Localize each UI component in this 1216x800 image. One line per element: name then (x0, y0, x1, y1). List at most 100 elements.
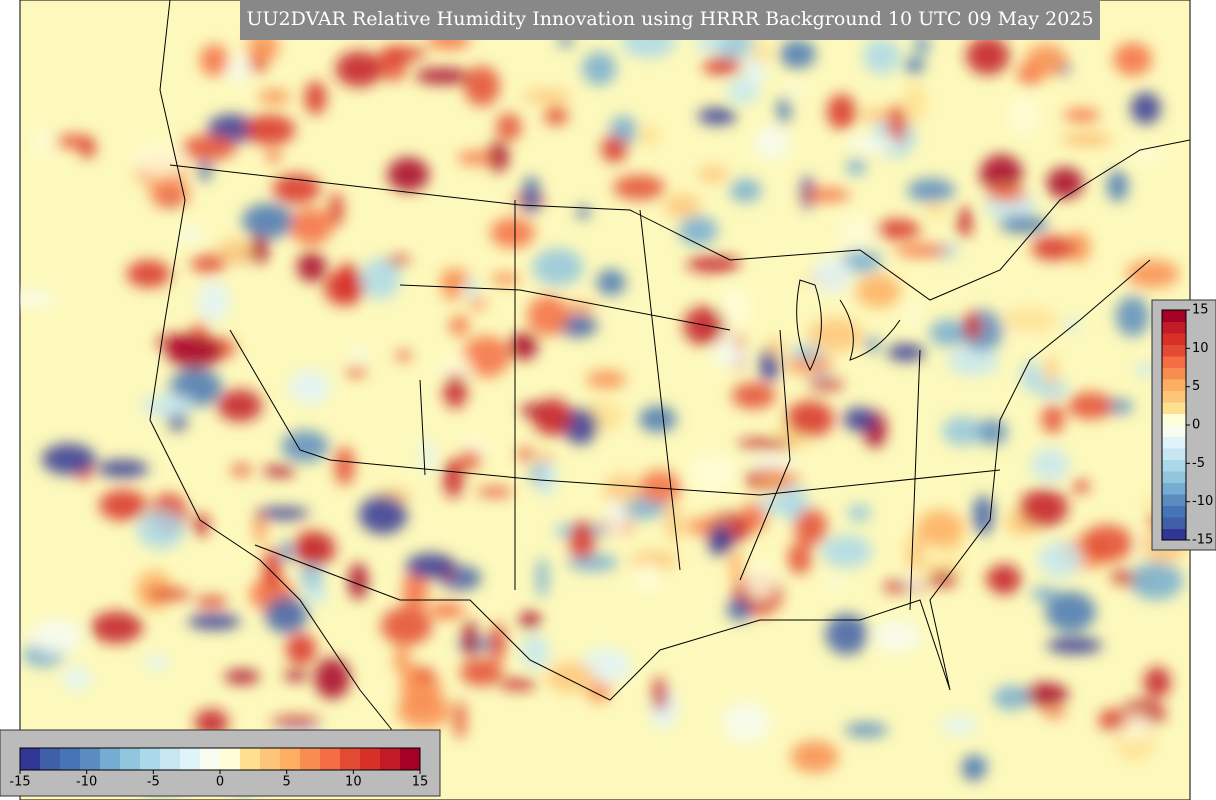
field-blob (1113, 42, 1152, 76)
field-blob (843, 407, 876, 432)
field-blob (522, 175, 540, 215)
field-blob (1067, 392, 1114, 420)
field-blob (777, 96, 791, 125)
field-blob (428, 602, 465, 619)
field-blob (405, 553, 456, 580)
field-blob (663, 193, 701, 218)
field-blob (745, 456, 802, 469)
field-blob (1031, 235, 1075, 261)
colorbar-segment (380, 748, 401, 770)
field-blob (150, 179, 190, 209)
field-blob (192, 513, 210, 536)
field-blob (993, 685, 1030, 711)
field-blob (486, 141, 509, 172)
field-blob (638, 405, 677, 433)
field-blob (180, 135, 236, 161)
field-blob (96, 459, 149, 478)
field-blob (142, 393, 194, 418)
field-blob (702, 56, 743, 75)
tick-label: 10 (345, 775, 362, 790)
great-lakes (796, 279, 901, 372)
field-blob (219, 238, 252, 261)
field-blob (808, 378, 844, 391)
field-blob (195, 596, 228, 608)
tick-label: -15 (9, 775, 30, 790)
field-blob (790, 740, 839, 773)
field-blob (1065, 231, 1091, 263)
field-blob (251, 234, 269, 264)
field-blob (256, 507, 310, 520)
field-blob (532, 398, 573, 436)
colorbar-segment (1162, 310, 1186, 322)
tick-label: 0 (1192, 418, 1200, 433)
colorbar-segment (320, 748, 341, 770)
field-blob (883, 580, 927, 593)
colorbars: -15 -10 -5 0 5 10 15 -15 -10 -5 0 5 10 15 (9, 303, 1213, 790)
field-blob (456, 450, 482, 470)
field-blob (686, 255, 741, 273)
field-blob (262, 465, 296, 477)
field-blob (536, 557, 549, 599)
field-blob (601, 135, 628, 163)
field-blob (865, 336, 879, 354)
field-blob (744, 561, 777, 600)
field-blob (1126, 259, 1180, 289)
field-blob (443, 459, 464, 499)
west-coast (149, 0, 401, 741)
field-blob (136, 510, 185, 550)
field-blob (1115, 295, 1150, 337)
field-blob (785, 400, 834, 437)
colorbar-segment (1162, 379, 1186, 391)
field-blob (126, 260, 171, 288)
colorbar-segment (1162, 482, 1186, 495)
field-blob (544, 105, 569, 126)
colorbar-segment (60, 748, 81, 770)
field-blob (509, 332, 538, 360)
tick-label: 5 (283, 775, 291, 790)
field-blob (380, 606, 433, 646)
field-blob (998, 215, 1049, 234)
colorbar-segment (40, 748, 61, 770)
field-blob (947, 345, 1000, 376)
field-blob (280, 540, 294, 563)
field-blob (299, 559, 324, 590)
field-blob (966, 757, 989, 772)
field-blob (1129, 561, 1184, 600)
field-blob (496, 113, 522, 141)
colorbar-segment (160, 748, 181, 770)
field-blob (463, 280, 480, 298)
field-blob (903, 82, 927, 124)
field-blob (264, 596, 308, 634)
field-blob (888, 103, 907, 144)
field-blob (180, 224, 202, 244)
field-blob (929, 319, 967, 347)
tick-label: -10 (76, 775, 97, 790)
field-blob (29, 618, 84, 655)
field-blob (1030, 586, 1059, 602)
field-blob (1022, 682, 1069, 707)
field-blob (345, 366, 367, 377)
field-blob (802, 187, 851, 203)
field-blob (1042, 707, 1067, 718)
field-blob (720, 285, 751, 327)
field-blob (41, 443, 96, 475)
field-blob (847, 135, 898, 153)
field-blob (197, 280, 230, 323)
colorbar-segment (20, 748, 41, 770)
field-blob (290, 207, 333, 246)
field-blob (462, 620, 478, 658)
field-blob (758, 497, 799, 514)
field-blob (436, 356, 473, 381)
field-blob (916, 509, 965, 547)
field-blob (711, 342, 746, 368)
field-blob (678, 215, 718, 246)
field-blob (449, 315, 470, 336)
field-blob (1110, 570, 1135, 584)
field-blob (33, 127, 53, 157)
field-blob (1045, 591, 1096, 633)
field-blob (395, 350, 412, 361)
colorbar-segment (1162, 448, 1186, 460)
field-blob (586, 370, 627, 389)
field-blob (145, 587, 191, 601)
field-blob (613, 175, 666, 200)
